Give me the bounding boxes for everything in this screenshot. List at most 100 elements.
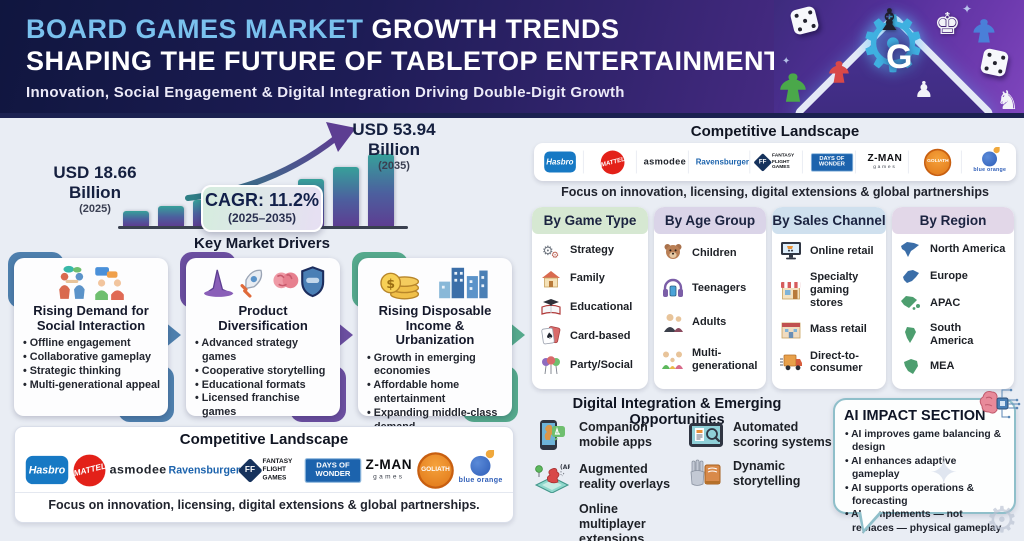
svg-text:(AR): (AR) (560, 464, 570, 471)
digital-item: Automated scoring systems (688, 420, 833, 450)
segment-item: Direct-to-consumer (779, 350, 879, 375)
digital-item: Online multiplayer extensions (579, 502, 646, 541)
digital-item: Companion mobile apps (534, 418, 684, 452)
south-america-map-icon (899, 326, 923, 344)
driver-card-income-urbanization: $ Rising Disposable Income & Urbanizatio… (352, 252, 525, 433)
ai-impact-heading: AI IMPACT SECTION (844, 408, 986, 424)
family-icon (661, 350, 685, 370)
driver-card-product-diversification: Product Diversification Advanced strateg… (180, 252, 353, 422)
logo-hasbro: Hasbro (25, 455, 68, 485)
header-divider (0, 113, 1024, 118)
ai-brain-chip-icon (978, 386, 1022, 427)
driver-title: Rising Disposable Income & Urbanization (378, 303, 492, 348)
driver-bullet: Growth in emerging economies (366, 352, 504, 380)
sparkle-watermark-icon: ✦ (929, 453, 959, 493)
ffg-diamond-icon: FF (237, 457, 263, 483)
speech-bubble-tail (858, 511, 883, 534)
competitive-landscape-heading: Competitive Landscape (179, 431, 349, 448)
segment-item: South America (899, 322, 1007, 347)
product-diversification-icons (194, 264, 332, 302)
sparkle-icon: ✦ (962, 2, 973, 16)
bar (158, 206, 184, 226)
driver-bullet: Offline engagement (22, 337, 160, 351)
segment-header: By Game Type (532, 207, 648, 234)
title-rest: GROWTH TRENDS (363, 14, 620, 44)
companion-app-icon (534, 418, 570, 452)
segment-item: APAC (899, 295, 1007, 311)
driver-bullet: Licensed franchise games (194, 392, 332, 420)
apac-map-icon (899, 295, 923, 311)
segment-item: ⚙ ⚙ Strategy (539, 241, 641, 259)
competitive-landscape-caption: Focus on innovation, licensing, digital … (48, 498, 480, 512)
driver-bullet: Educational formats (194, 379, 332, 393)
income-urbanization-icons: $ (366, 264, 504, 302)
logo-mattel: MATTEL (600, 150, 625, 174)
logo-days-of-wonder: DAYS OF WONDER (811, 152, 854, 172)
driver-title: Rising Demand for Social Interaction (33, 303, 149, 333)
title-highlight: BOARD GAMES MARKET (26, 14, 364, 44)
blue-orange-ball-icon (470, 449, 495, 476)
logo-days-of-wonder: DAYS OF WONDER (305, 457, 362, 483)
logo-goliath: GOLIATH (416, 451, 454, 489)
competitive-landscape-caption: Focus on innovation, licensing, digital … (561, 185, 989, 199)
segment-item: Party/Social (539, 356, 641, 375)
segment-header: By Sales Channel (772, 207, 886, 234)
adults-icon (661, 313, 685, 333)
delivery-truck-icon (779, 353, 803, 372)
logo-asmodee: asmodee (110, 462, 168, 477)
bar (123, 211, 149, 226)
driver-bullet: Affordable home entertainment (366, 379, 504, 407)
mea-map-icon (899, 358, 923, 375)
digital-item: Dynamic storytelling (688, 459, 833, 489)
title-line-2: SHAPING THE FUTURE OF TABLETOP ENTERTAIN… (26, 46, 782, 76)
brand-logo-row: Hasbro MATTEL asmodee Ravensburger FF FAN… (15, 448, 513, 493)
segment-item: Children (661, 243, 759, 263)
mass-retail-icon (779, 319, 803, 339)
driver-card-social-interaction: Rising Demand for Social Interaction Off… (8, 252, 181, 422)
headphones-icon (661, 278, 685, 298)
segment-card-region: By Region North America Europe APAC Sout… (892, 207, 1014, 389)
cagr-badge: CAGR: 11.2% (2025–2035) (201, 185, 323, 232)
digital-items-left: Companion mobile apps (AR) Augmented rea… (534, 418, 684, 541)
gear-watermark-icon: ⚙ (985, 500, 1018, 541)
ai-impact-bullet: AI improves game balancing & design (844, 428, 1005, 455)
segment-item: Adults (661, 313, 759, 333)
cards-icon: ♠ (539, 326, 563, 345)
dice-icon (979, 47, 1010, 78)
logo-zman-games: Z-MAN games (867, 153, 903, 170)
ai-impact-bullet: AI enhances adaptive gameplay (844, 455, 1005, 482)
header-banner: BOARD GAMES MARKET GROWTH TRENDS SHAPING… (0, 0, 1024, 113)
segment-item: Family (539, 270, 641, 288)
logo-zman-games: Z-MAN games (365, 458, 412, 481)
balloons-icon (539, 356, 563, 375)
automated-scoring-icon (688, 422, 724, 448)
north-america-map-icon (899, 241, 923, 258)
handshake-people-icon (59, 265, 124, 300)
social-interaction-icons (22, 264, 160, 302)
segment-item: MEA (899, 358, 1007, 375)
chess-knight-icon: ♞ (996, 86, 1020, 113)
brand-logo-bar: Hasbro MATTEL asmodee Ravensburger FF FAN… (534, 143, 1016, 181)
online-retail-icon (779, 241, 803, 261)
driver-bullet: Advanced strategy games (194, 337, 332, 365)
europe-map-icon (899, 269, 923, 285)
blue-orange-ball-icon (982, 147, 1001, 167)
coins-city-icons: $ (380, 267, 488, 300)
teddy-bear-icon (661, 243, 685, 263)
logo-ravensburger: Ravensburger (168, 463, 241, 476)
ai-impact-bullet: AI complements — not replaces — physical… (844, 508, 1005, 535)
logo-blue-orange: blue orange (459, 449, 503, 484)
segment-item: Educational (539, 298, 641, 316)
chess-king-icon: ♚ (934, 7, 961, 42)
dynamic-storytelling-icon (688, 459, 724, 489)
ai-impact-bullet: AI supports operations & forecasting (844, 482, 1005, 509)
segment-item: Europe (899, 269, 1007, 285)
segment-item: Mass retail (779, 319, 879, 339)
bar (333, 167, 359, 226)
ffg-diamond-icon: FF (753, 152, 773, 172)
education-icon (539, 298, 563, 316)
dice-icon (789, 5, 820, 36)
logo-hasbro: Hasbro (544, 151, 576, 173)
segment-item: Teenagers (661, 278, 759, 298)
key-drivers-heading: Key Market Drivers (194, 235, 330, 252)
